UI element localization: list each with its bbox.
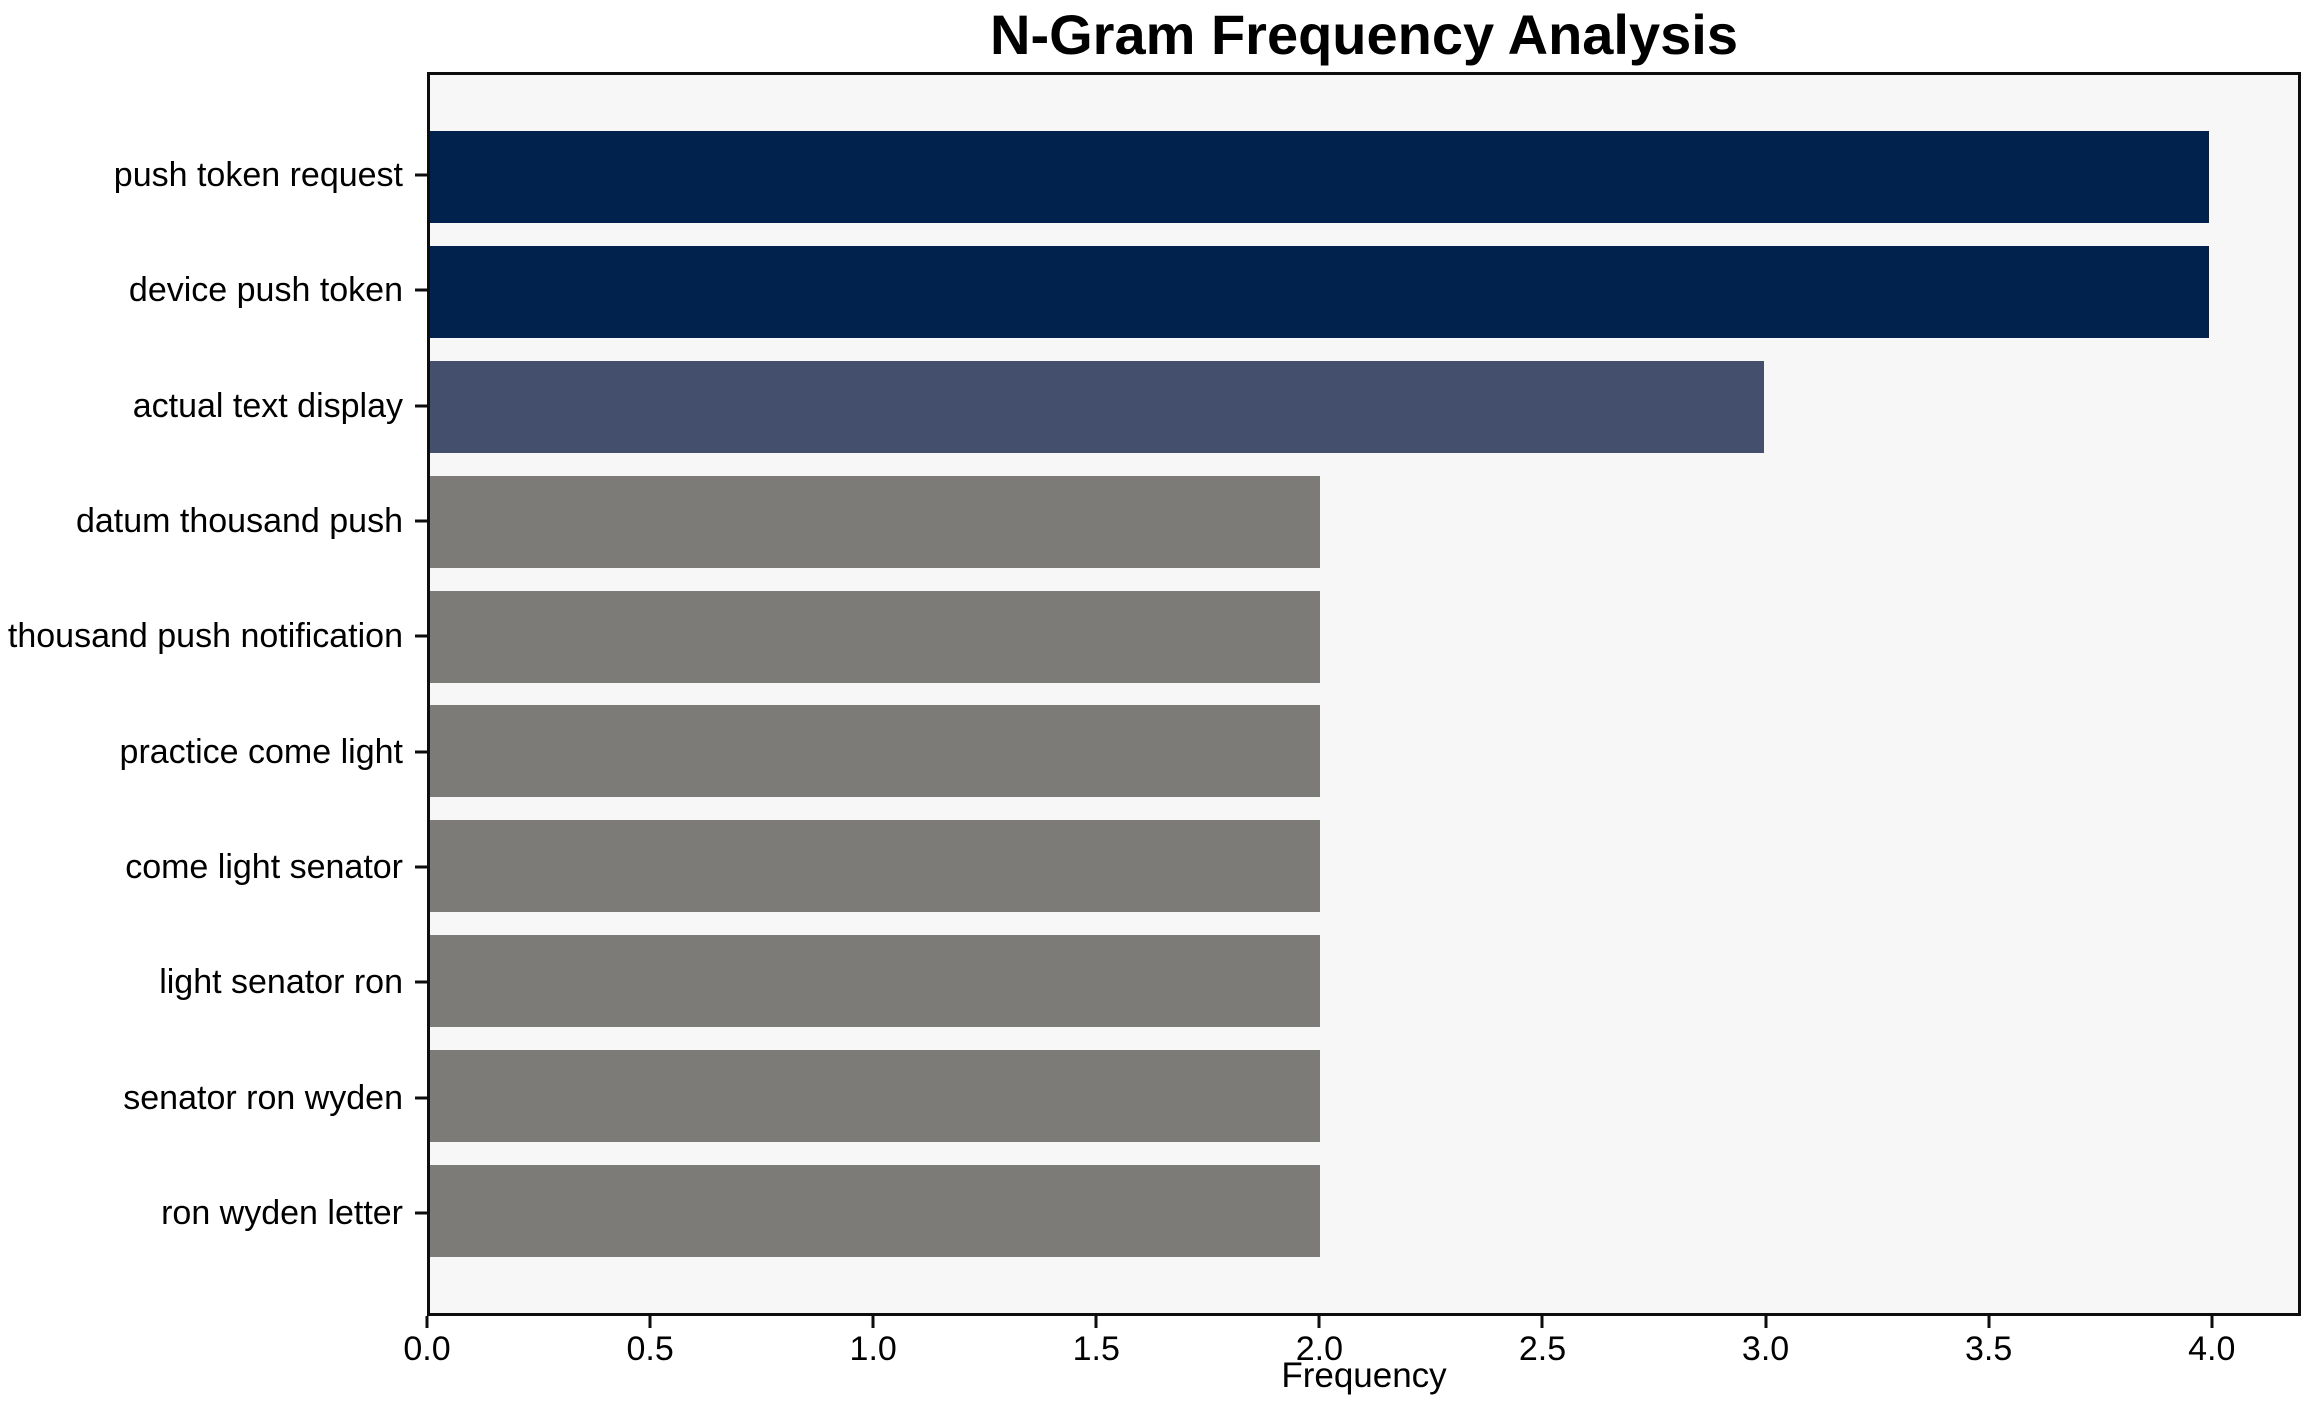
y-tick-mark — [415, 865, 427, 869]
x-tick-label: 2.5 — [1518, 1330, 1567, 1368]
y-tick-mark — [415, 404, 427, 407]
y-tick-mark — [415, 1211, 427, 1215]
y-tick-label: practice come light — [119, 732, 403, 771]
y-tick-mark — [415, 1096, 427, 1100]
bar — [430, 935, 1320, 1028]
y-tick-label: light senator ron — [159, 963, 403, 1002]
x-tick-label: 0.5 — [626, 1330, 674, 1368]
x-tick-mark — [1317, 1316, 1321, 1328]
bar — [430, 820, 1320, 913]
bar — [430, 246, 2210, 338]
y-axis-ticks — [415, 72, 427, 1316]
plot-area — [427, 72, 2301, 1316]
bar — [430, 131, 2210, 224]
bar — [430, 705, 1320, 798]
x-tick-label: 1.0 — [849, 1330, 897, 1368]
x-tick-label: 4.0 — [2188, 1330, 2236, 1368]
bar — [430, 1164, 1320, 1257]
x-tick-mark — [648, 1316, 652, 1328]
x-axis-label: Frequency — [1281, 1356, 1447, 1395]
x-tick-mark — [1540, 1316, 1544, 1328]
y-tick-label: datum thousand push — [75, 501, 403, 540]
y-tick-label: actual text display — [132, 386, 403, 425]
x-tick-label: 3.5 — [1965, 1330, 2013, 1368]
y-tick-mark — [415, 288, 427, 292]
x-tick-mark — [425, 1316, 429, 1328]
x-tick-label: 3.0 — [1741, 1330, 1790, 1368]
bar — [430, 590, 1320, 683]
y-tick-mark — [415, 173, 427, 177]
y-tick-label: push token request — [113, 155, 403, 194]
y-axis-labels: push token request device push token actua… — [0, 72, 403, 1316]
bar — [430, 1050, 1320, 1142]
y-tick-label: ron wyden letter — [161, 1194, 403, 1233]
y-tick-mark — [415, 519, 427, 523]
x-tick-mark — [1987, 1316, 1991, 1328]
x-tick-label: 1.5 — [1072, 1330, 1120, 1368]
bar — [430, 475, 1320, 568]
x-tick-label: 0.0 — [403, 1330, 451, 1368]
y-tick-label: device push token — [128, 271, 403, 310]
bar — [430, 360, 1765, 453]
x-tick-mark — [1764, 1316, 1768, 1328]
y-tick-label: come light senator — [125, 848, 403, 887]
y-tick-mark — [415, 980, 427, 984]
y-tick-mark — [415, 634, 427, 638]
y-tick-label: senator ron wyden — [123, 1078, 403, 1117]
y-tick-mark — [415, 750, 427, 754]
x-tick-mark — [1094, 1316, 1098, 1328]
x-tick-label: 2.0 — [1295, 1330, 1344, 1368]
x-axis: 0.0 0.5 1.0 1.5 2.0 2.5 3.0 3.5 4.0 — [403, 1316, 2301, 1396]
bars-layer — [430, 75, 2298, 1313]
chart-title: N-Gram Frequency Analysis — [990, 3, 1738, 66]
x-tick-mark — [871, 1316, 875, 1328]
y-tick-label: thousand push notification — [7, 617, 403, 656]
x-tick-mark — [2210, 1316, 2214, 1328]
